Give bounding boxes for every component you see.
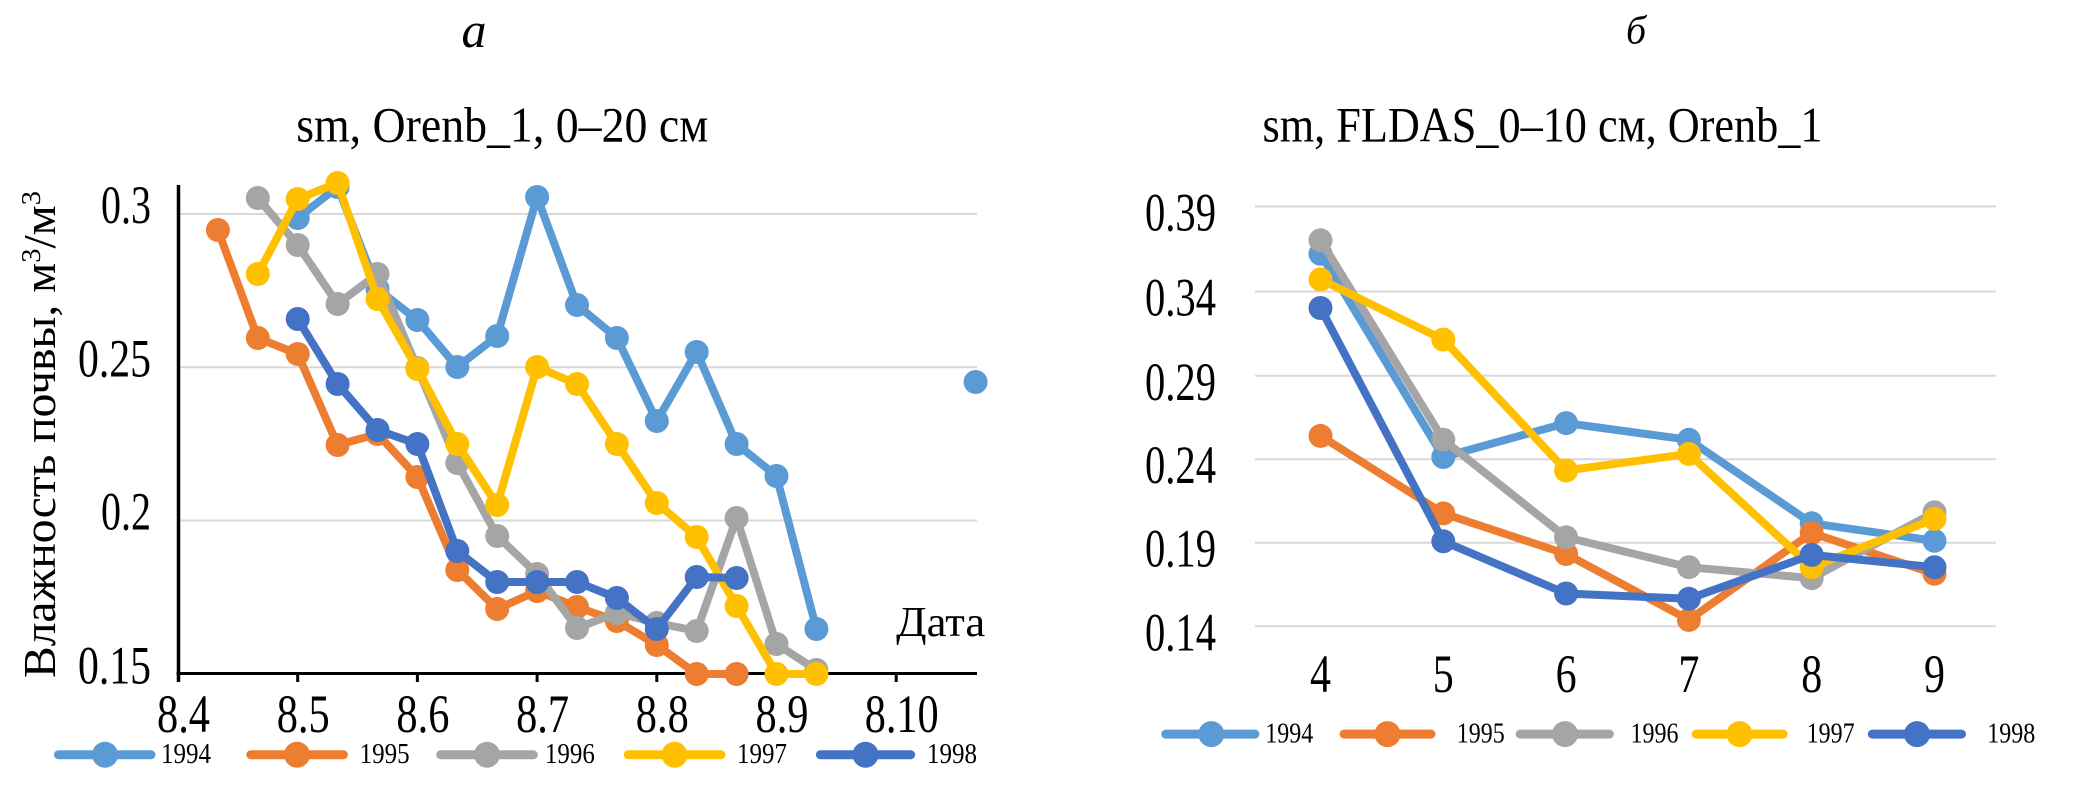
svg-text:б: б (1626, 8, 1648, 53)
svg-text:8.6: 8.6 (396, 684, 449, 744)
svg-text:1996: 1996 (1631, 718, 1679, 750)
svg-text:4: 4 (1310, 644, 1331, 704)
svg-text:а: а (462, 2, 487, 58)
svg-text:1997: 1997 (737, 738, 787, 770)
svg-text:sm, FLDAS_0–10 см, Orenb_1: sm, FLDAS_0–10 см, Orenb_1 (1263, 97, 1823, 153)
svg-text:8.4: 8.4 (157, 684, 210, 744)
svg-text:6: 6 (1556, 644, 1577, 704)
svg-text:8.8: 8.8 (636, 684, 689, 744)
svg-text:8.5: 8.5 (277, 684, 330, 744)
svg-text:0.14: 0.14 (1145, 602, 1216, 662)
svg-text:Дата: Дата (896, 600, 985, 646)
svg-text:1995: 1995 (1457, 718, 1505, 750)
svg-text:8.7: 8.7 (516, 684, 569, 744)
svg-text:1994: 1994 (161, 738, 211, 770)
svg-text:0.29: 0.29 (1145, 352, 1216, 412)
svg-text:7: 7 (1678, 644, 1699, 704)
svg-text:1996: 1996 (545, 738, 595, 770)
svg-text:0.2: 0.2 (101, 482, 151, 542)
svg-text:9: 9 (1924, 644, 1945, 704)
svg-text:1994: 1994 (1265, 718, 1313, 750)
svg-text:5: 5 (1433, 644, 1454, 704)
svg-text:1995: 1995 (360, 738, 410, 770)
svg-text:8: 8 (1801, 644, 1822, 704)
svg-text:1998: 1998 (1987, 718, 2035, 750)
svg-text:Влажность почвы, м3/м3: Влажность почвы, м3/м3 (14, 191, 65, 678)
svg-text:1998: 1998 (927, 738, 977, 770)
svg-text:0.25: 0.25 (78, 329, 151, 389)
svg-text:8.9: 8.9 (756, 684, 809, 744)
svg-text:0.24: 0.24 (1145, 435, 1216, 495)
svg-text:0.15: 0.15 (78, 636, 151, 696)
svg-text:0.3: 0.3 (101, 175, 151, 235)
svg-text:0.19: 0.19 (1145, 519, 1216, 579)
svg-text:0.34: 0.34 (1145, 268, 1216, 328)
svg-text:8.10: 8.10 (865, 684, 939, 744)
svg-text:1997: 1997 (1807, 718, 1855, 750)
svg-text:sm, Orenb_1, 0–20 см: sm, Orenb_1, 0–20 см (296, 97, 708, 153)
svg-text:0.39: 0.39 (1145, 182, 1216, 242)
